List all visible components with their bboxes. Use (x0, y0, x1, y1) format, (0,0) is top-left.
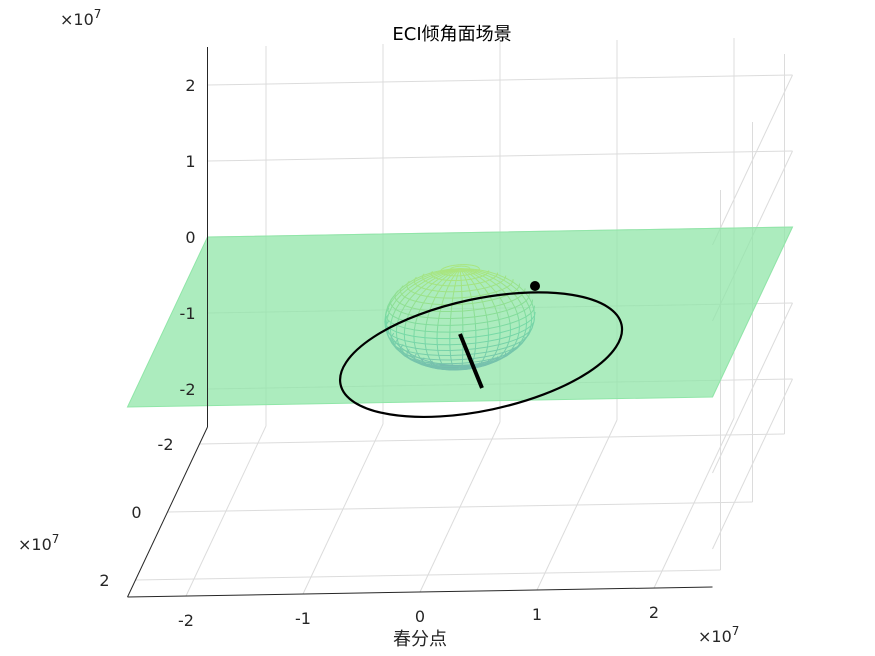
x-tick-label: 0 (415, 607, 425, 626)
grid-line (199, 433, 785, 445)
orbit-line (338, 291, 624, 419)
chart-title: ECI倾角面场景 (392, 24, 511, 45)
z-tick-label: -2 (180, 380, 196, 399)
x-tick-label: 2 (649, 603, 659, 622)
z-tick-label: 0 (185, 228, 195, 247)
normal-vector (458, 333, 484, 389)
y-tick-label: 2 (99, 571, 109, 590)
grid-line (167, 501, 753, 513)
satellite-point (530, 281, 540, 291)
x-tick-label: -2 (178, 611, 194, 630)
x-exponent: ×107 (698, 624, 739, 646)
inclination-plane (126, 226, 794, 408)
axes (127, 47, 713, 598)
z-exponent: ×107 (60, 7, 101, 29)
z-tick-label: 2 (185, 76, 195, 95)
tick-labels: 2 1 0 -1 -2 -2 0 2 -2 -1 0 1 2 (99, 76, 659, 630)
grid-line (135, 569, 721, 581)
y-exponent: ×107 (18, 532, 59, 554)
y-axis-line (127, 426, 208, 598)
x-axis-label: 春分点 (393, 629, 447, 650)
z-tick-label: -1 (180, 304, 196, 323)
z-tick-label: 1 (185, 152, 195, 171)
x-tick-label: 1 (532, 605, 542, 624)
x-tick-label: -1 (295, 609, 311, 628)
y-tick-label: 0 (131, 503, 141, 522)
y-tick-label: -2 (158, 435, 174, 454)
x-axis-line (127, 586, 713, 598)
